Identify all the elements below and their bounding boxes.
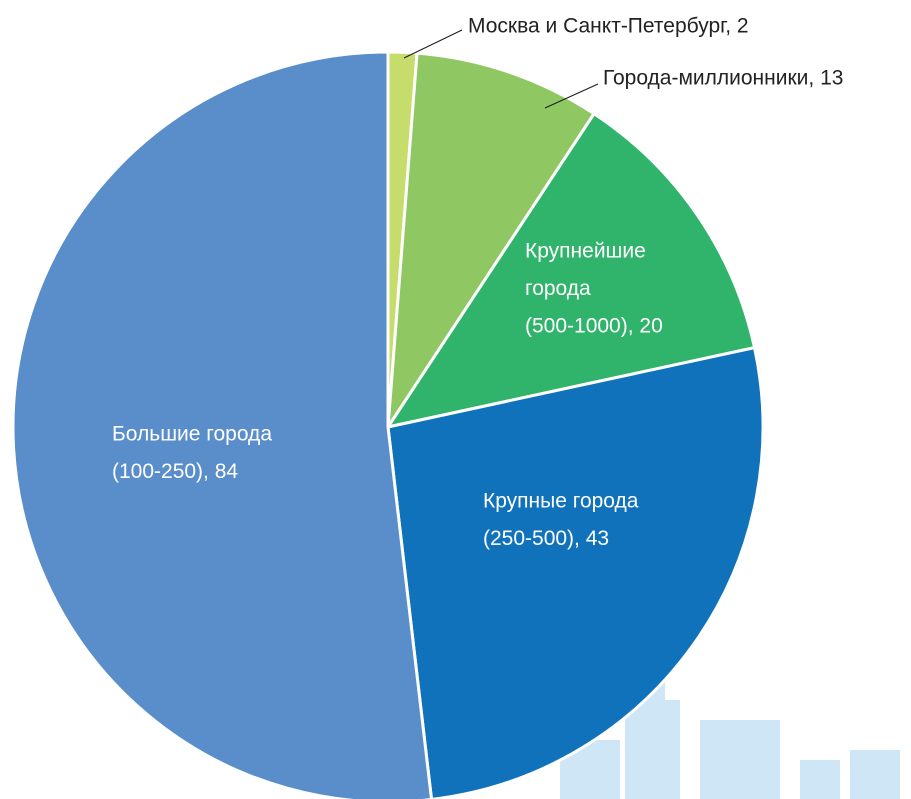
slice-label: (250-500), 43 (483, 527, 609, 550)
slice-label: (500-1000), 20 (525, 315, 663, 338)
slice-label: Крупные города (483, 490, 639, 513)
slice-label: Москва и Санкт-Петербург, 2 (468, 15, 749, 38)
slice-label: Крупнейшие (525, 240, 646, 263)
chart: Москва и Санкт-Петербург, 2 Города-миллио… (0, 0, 911, 799)
slice-label: города (525, 277, 591, 300)
slice-label: (100-250), 84 (112, 460, 238, 483)
slice-label: Большие города (112, 423, 272, 446)
slice-label: Города-миллионники, 13 (603, 67, 843, 90)
